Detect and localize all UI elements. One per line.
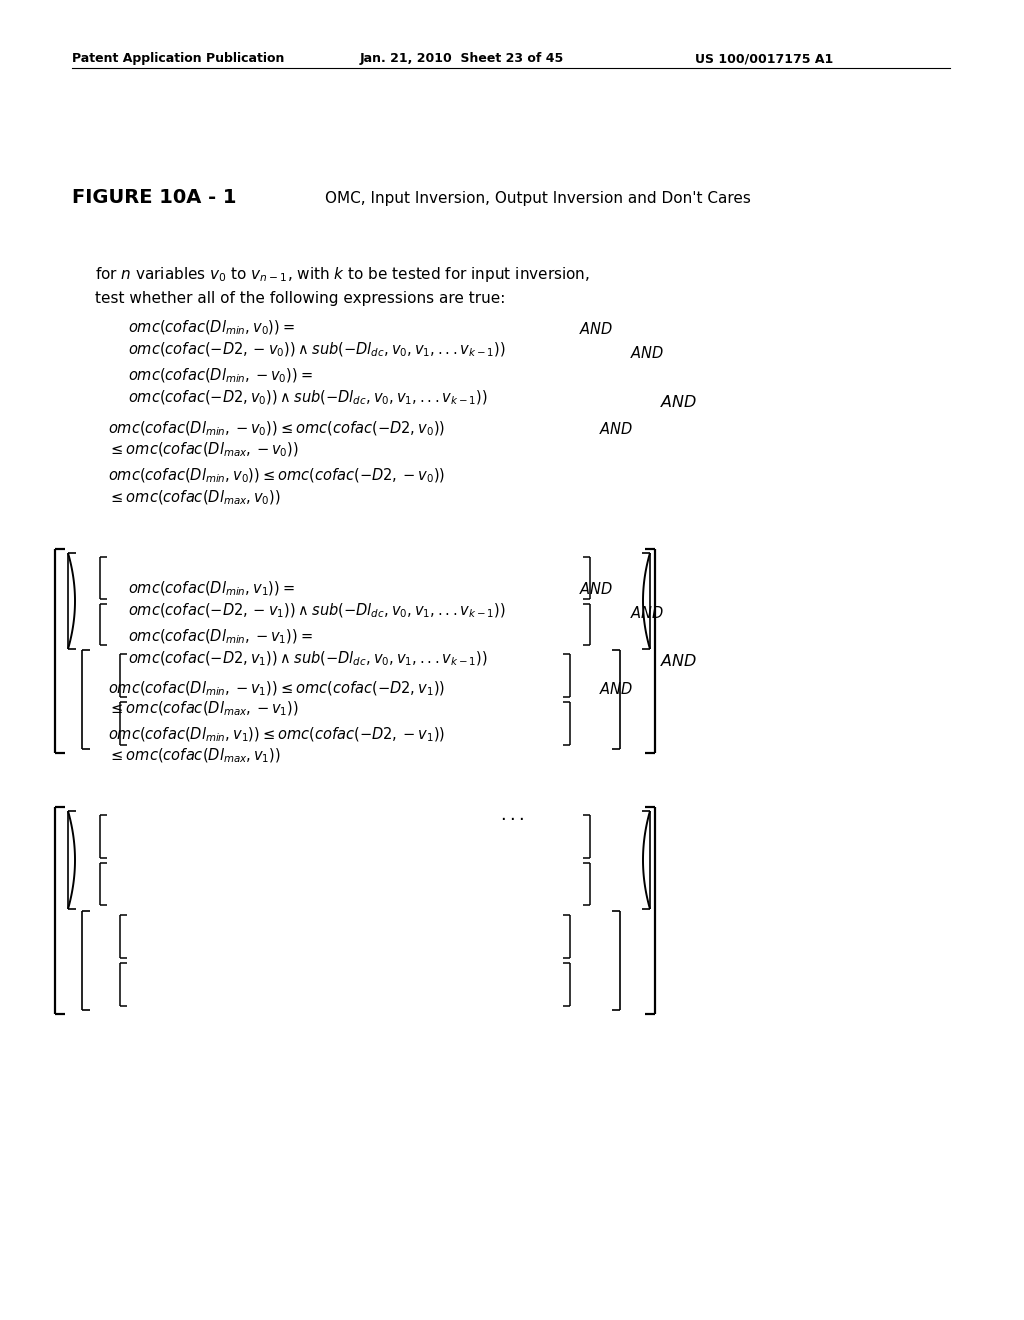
Text: $\mathit{AND}$: $\mathit{AND}$ — [579, 321, 613, 337]
Text: $\mathit{AND}$: $\mathit{AND}$ — [630, 345, 665, 360]
Text: $\mathit{omc(cofac(Dl}_{min}\mathit{,v_0))\leq omc(cofac(-D2,-v_0))}$: $\mathit{omc(cofac(Dl}_{min}\mathit{,v_0… — [108, 467, 445, 486]
Text: $\mathit{AND}$: $\mathit{AND}$ — [579, 582, 613, 598]
Text: OMC, Input Inversion, Output Inversion and Don't Cares: OMC, Input Inversion, Output Inversion a… — [325, 191, 751, 206]
Text: $\mathit{omc(cofac(-D2,-v_1))\wedge sub(-Dl}_{dc}\mathit{,v_0,v_1,...v}_{k-1}\ma: $\mathit{omc(cofac(-D2,-v_1))\wedge sub(… — [128, 602, 506, 620]
Text: FIGURE 10A - 1: FIGURE 10A - 1 — [72, 187, 237, 207]
Text: $\mathit{omc(cofac(Dl}_{min}\mathit{,-v_0))\leq omc(cofac(-D2,v_0))}$: $\mathit{omc(cofac(Dl}_{min}\mathit{,-v_… — [108, 420, 445, 438]
Text: $\mathit{omc(cofac(Dl}_{min}\mathit{,-v_0))=}$: $\mathit{omc(cofac(Dl}_{min}\mathit{,-v_… — [128, 367, 312, 385]
Text: $\mathit{AND}$: $\mathit{AND}$ — [630, 606, 665, 622]
Text: $\mathit{omc(cofac(-D2,v_1))\wedge sub(-Dl}_{dc}\mathit{,v_0,v_1,...v}_{k-1}\mat: $\mathit{omc(cofac(-D2,v_1))\wedge sub(-… — [128, 649, 488, 668]
Text: Patent Application Publication: Patent Application Publication — [72, 51, 285, 65]
Text: $\mathit{omc(cofac(Dl}_{min}\mathit{,v_1))\leq omc(cofac(-D2,-v_1))}$: $\mathit{omc(cofac(Dl}_{min}\mathit{,v_1… — [108, 726, 445, 744]
Text: $\mathit{\leq omc(cofac(Dl}_{max}\mathit{,-v_0))}$: $\mathit{\leq omc(cofac(Dl}_{max}\mathit… — [108, 441, 299, 459]
Text: test whether all of the following expressions are true:: test whether all of the following expres… — [95, 290, 506, 306]
Text: $\mathit{AND}$: $\mathit{AND}$ — [599, 421, 633, 437]
Text: $\mathit{\leq omc(cofac(Dl}_{max}\mathit{,v_0))}$: $\mathit{\leq omc(cofac(Dl}_{max}\mathit… — [108, 488, 281, 507]
Text: $\mathit{omc(cofac(Dl}_{min}\mathit{,-v_1))\leq omc(cofac(-D2,v_1))}$: $\mathit{omc(cofac(Dl}_{min}\mathit{,-v_… — [108, 680, 445, 698]
Text: $\mathit{\leq omc(cofac(Dl}_{max}\mathit{,v_1))}$: $\mathit{\leq omc(cofac(Dl}_{max}\mathit… — [108, 747, 281, 766]
Text: $\mathit{AND}$: $\mathit{AND}$ — [660, 393, 697, 411]
Text: US 100/0017175 A1: US 100/0017175 A1 — [695, 51, 834, 65]
Text: $\mathit{omc(cofac(Dl}_{min}\mathit{,v_0))=}$: $\mathit{omc(cofac(Dl}_{min}\mathit{,v_0… — [128, 319, 295, 338]
Text: $\mathit{omc(cofac(Dl}_{min}\mathit{,-v_1))=}$: $\mathit{omc(cofac(Dl}_{min}\mathit{,-v_… — [128, 628, 312, 647]
Text: $\mathit{AND}$: $\mathit{AND}$ — [599, 681, 633, 697]
Text: for $\mathit{n}$ variables $\mathit{v}_0$ to $\mathit{v}_{n-1}$, with $\mathit{k: for $\mathit{n}$ variables $\mathit{v}_0… — [95, 265, 590, 284]
Text: $\mathit{omc(cofac(-D2,-v_0))\wedge sub(-Dl}_{dc}\mathit{,v_0,v_1,...v}_{k-1}\ma: $\mathit{omc(cofac(-D2,-v_0))\wedge sub(… — [128, 341, 506, 359]
Text: $\mathit{AND}$: $\mathit{AND}$ — [660, 653, 697, 671]
Text: $\mathit{omc(cofac(-D2,v_0))\wedge sub(-Dl}_{dc}\mathit{,v_0,v_1,...v}_{k-1}\mat: $\mathit{omc(cofac(-D2,v_0))\wedge sub(-… — [128, 389, 488, 408]
Text: $...$: $...$ — [500, 807, 524, 824]
Text: $\mathit{\leq omc(cofac(Dl}_{max}\mathit{,-v_1))}$: $\mathit{\leq omc(cofac(Dl}_{max}\mathit… — [108, 700, 299, 718]
Text: Jan. 21, 2010  Sheet 23 of 45: Jan. 21, 2010 Sheet 23 of 45 — [360, 51, 564, 65]
Text: $\mathit{omc(cofac(Dl}_{min}\mathit{,v_1))=}$: $\mathit{omc(cofac(Dl}_{min}\mathit{,v_1… — [128, 579, 295, 598]
